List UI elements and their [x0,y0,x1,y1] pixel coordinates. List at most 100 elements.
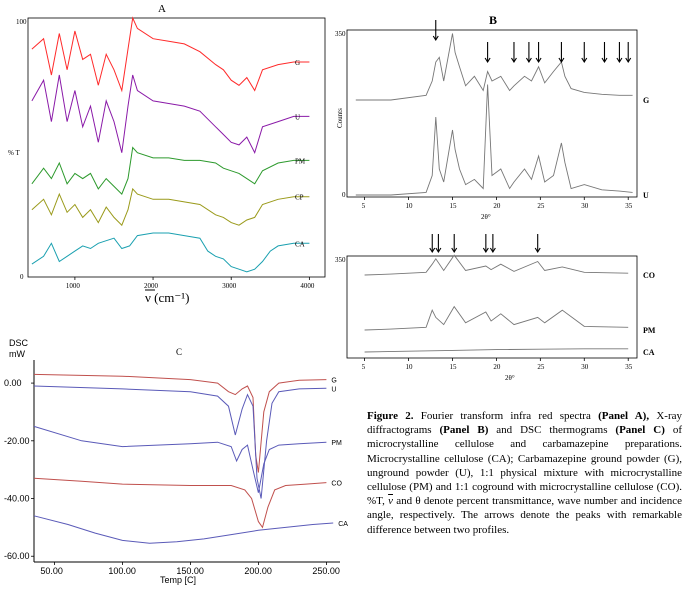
ftir-line-cp [31,187,310,227]
caption-text-4: of microcrystalline cellulose and carbam… [367,424,682,508]
ftir-label-u: U [295,113,300,121]
caption-text-5: and θ denote percent transmittance, wave… [367,495,682,536]
peak-arrow [451,234,458,254]
panel-b-lower-xtick-label: 15 [449,363,457,371]
peak-arrow [482,234,489,254]
panel-a-frame [27,17,326,278]
panel-b-upper-xtick-label: 10 [406,202,414,210]
panel-a-xtick-label: 1000 [66,282,81,290]
panel-b-upper-xlabel: 2θ° [481,213,491,221]
xrd-label-g: G [643,96,649,105]
panel-a-ytick-0: 0 [20,273,24,281]
caption-text-2: X-ray diffractograms [367,410,682,437]
panel-b-lower-xtick-label: 5 [362,363,366,371]
panel-c-dsc: C DSC mW 50.00 100.00 150.00 200.00 250.00 0.… [0,330,360,592]
panel-b-yzero: 0 [342,191,346,199]
peak-arrow [534,234,541,254]
panel-b-lower-series: CO PM CA [364,254,656,357]
xrd-line-pm [364,305,629,331]
panel-a-title: A [158,3,166,15]
panel-a-ytick-100: 100 [16,18,27,26]
caption-nu: ν [388,495,393,508]
xrd-line-ca [364,348,629,353]
panel-c-ticks: 50.00 100.00 150.00 200.00 250.00 0.00 -20.00 -… [4,378,340,576]
panel-c-xlabel: Temp [C] [160,575,196,585]
peak-arrow [581,42,588,64]
dsc-label-pm: PM [331,440,342,447]
panel-a-xticks: 1000 2000 3000 4000 [66,277,315,290]
panel-c-ytick-label: -20.00 [4,436,30,446]
panel-c-xtick-label: 200.00 [244,566,272,576]
caption-panel-b: (Panel B) [439,424,489,437]
ftir-chart: A % T 100 0 1000 2000 3000 4000 G U PM CP CA ν … [8,3,326,305]
dsc-label-ca: CA [338,521,348,528]
panel-b-upper-xtick-label: 25 [537,202,545,210]
panel-b-lower-xtick-label: 30 [581,363,589,371]
ftir-label-pm: PM [295,157,306,165]
panel-b-upper-xtick-label: 5 [362,202,366,210]
panel-c-ytick-label: 0.00 [4,378,22,388]
dsc-label-u: U [331,386,336,393]
panel-b-lower-xlabel: 2θ° [505,374,515,382]
xrd-label-pm: PM [643,326,656,335]
xrd-line-g [355,33,633,101]
ftir-label-ca: CA [295,240,305,248]
peak-arrow [429,234,436,254]
caption-panel-a: (Panel A), [598,410,650,422]
panel-b-ylabel: Counts [336,108,344,128]
panel-c-ylabel-2: mW [9,349,25,359]
peak-arrow [432,20,439,42]
figure-caption: Figure 2. Fourier transform infra red sp… [367,409,682,537]
peak-arrow [489,234,496,254]
panel-b-lower-xtick-label: 20 [493,363,501,371]
panel-b-upper-xtick-label: 35 [625,202,633,210]
dsc-line-ca [33,515,334,544]
xrd-chart: B 350 0 Counts 5 10 15 20 25 30 35 2θ° GU 350 … [335,13,656,382]
panel-b-arrows [429,20,632,254]
panel-b-upper-xtick-label: 30 [581,202,589,210]
dsc-label-g: G [331,378,336,385]
panel-b-upper-xtick-label: 20 [493,202,501,210]
panel-a-xtick-label: 4000 [300,282,315,290]
panel-c-title: C [176,347,182,357]
xrd-line-co [364,254,629,276]
panel-c-xtick-label: 50.00 [40,566,63,576]
panel-c-series [33,373,334,544]
ftir-line-g [31,16,310,93]
panel-b-lower-xtick-label: 10 [406,363,414,371]
peak-arrow [484,42,491,64]
panel-b-upper-series: GU [355,33,649,200]
panel-b-lower-xticks: 5 10 15 20 25 30 35 [362,358,633,371]
panel-c-ytick-label: -40.00 [4,494,30,504]
ftir-label-cp: CP [295,194,304,202]
dsc-label-co: CO [331,481,342,488]
xrd-label-u: U [643,191,649,200]
peak-arrow [535,42,542,64]
peak-arrow [558,42,565,64]
peak-arrow [511,42,517,64]
panel-b-lower-xtick-label: 35 [625,363,633,371]
dsc-chart: C DSC mW 50.00 100.00 150.00 200.00 250.00 0.… [4,338,348,585]
panel-b-title: B [489,13,497,27]
peak-arrow [625,42,632,64]
peak-arrow [525,42,532,64]
panel-c-series-labels: GU PM CO CA [331,378,348,528]
peak-arrow [601,42,608,64]
panel-b-lower-frame [346,255,638,359]
dsc-line-u [33,385,327,499]
panel-b-lower-xtick-label: 25 [537,363,545,371]
ftir-line-ca [31,232,310,273]
ftir-line-u [31,74,310,155]
panel-a-series [31,16,310,273]
panel-c-xtick-label: 150.00 [176,566,204,576]
peak-arrow [616,42,623,64]
panel-b-upper-xticks: 5 10 15 20 25 30 35 [362,197,633,210]
ftir-label-g: G [295,59,300,67]
dsc-line-co [33,477,327,529]
peak-arrow [435,234,442,254]
panel-a-ylabel: % T [8,149,20,157]
panel-b-upper-frame [346,29,638,198]
panel-b-upper-xtick-label: 15 [449,202,457,210]
ftir-line-pm [31,146,310,195]
